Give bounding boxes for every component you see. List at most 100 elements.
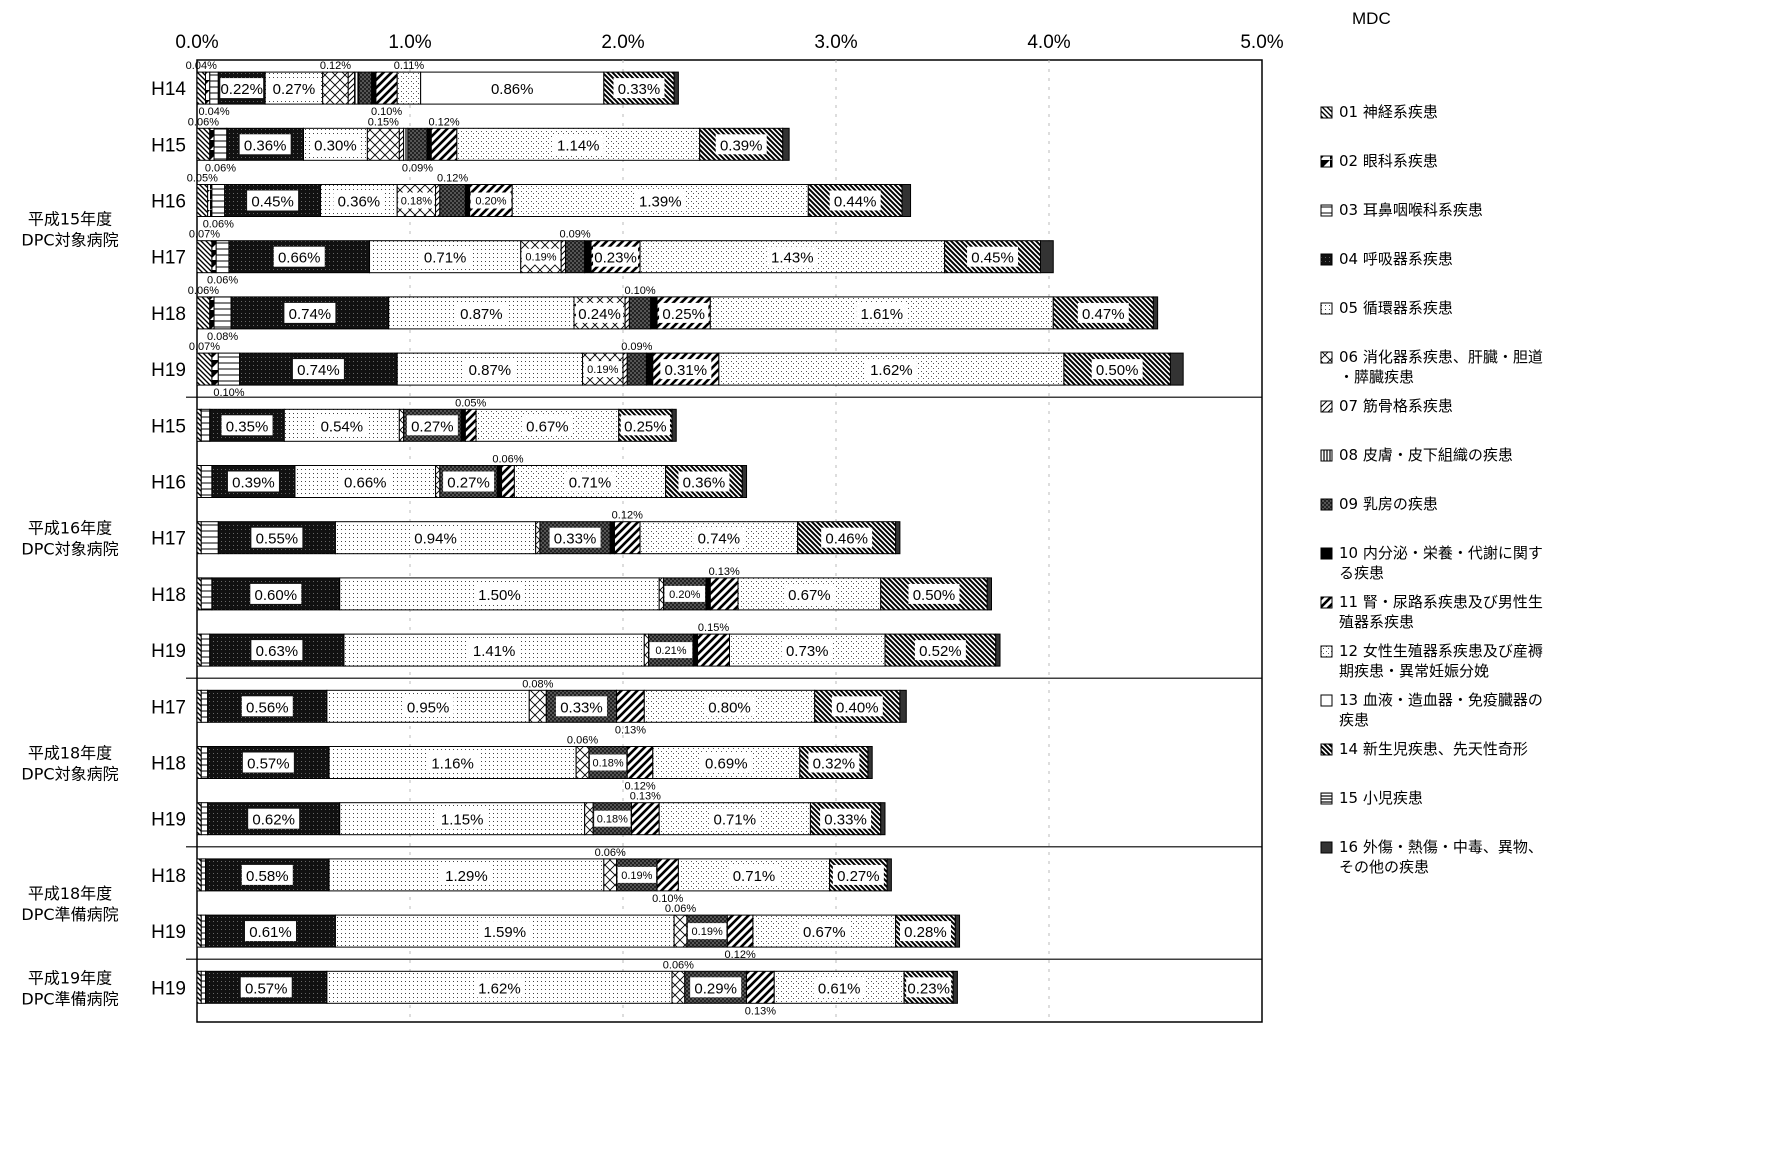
row-label: H19	[151, 641, 186, 662]
segment-label-bg	[899, 921, 951, 942]
legend-swatch	[1320, 253, 1333, 266]
bar-segment-mdc01	[196, 858, 202, 892]
bar-segment-mdc02	[209, 296, 215, 330]
segment-label: 0.50%	[913, 587, 956, 604]
segment-label: 0.54%	[321, 418, 364, 435]
group-label: DPC対象病院	[21, 765, 118, 784]
segment-label: 0.66%	[278, 250, 321, 267]
legend-item-label: 10 内分泌・栄養・代謝に関する疾患	[1339, 544, 1543, 582]
segment-label-bg	[227, 471, 279, 492]
bar-segment-mdc12	[718, 352, 1065, 386]
legend-swatch	[1320, 743, 1333, 756]
segment-label: 0.04%	[186, 60, 217, 72]
segment-label-bg	[728, 864, 780, 885]
segment-label: 0.06%	[665, 903, 696, 915]
segment-label: 0.32%	[813, 756, 856, 773]
segment-label: 0.50%	[1096, 362, 1139, 379]
segment-label-bg	[552, 134, 604, 155]
segment-label: 0.20%	[475, 196, 506, 208]
bar-segment-mdc06	[673, 914, 688, 948]
bar-segment-mdc16	[880, 802, 886, 836]
segment-label-bg	[470, 192, 512, 209]
legend-item-label: 06 消化器系疾患、肝臓・胆道・膵臓疾患	[1339, 348, 1543, 386]
segment-label-bg	[783, 583, 835, 604]
segment-label-bg	[856, 302, 908, 323]
bar-segment-mdc01	[196, 465, 202, 498]
legend-swatch	[1320, 792, 1333, 805]
segment-label-bg	[309, 134, 361, 155]
bar-segment-mdc03	[200, 802, 209, 836]
segment-label: 0.52%	[919, 643, 962, 660]
segment-label-bg	[620, 415, 670, 436]
segment-label: 0.08%	[207, 331, 238, 343]
legend-item-label: 11 腎・尿路系疾患及び男性生殖器系疾患	[1339, 593, 1543, 631]
segment-label: 0.71%	[569, 475, 612, 492]
bar-segment-mdc06	[528, 689, 547, 723]
row-label: H17	[151, 529, 186, 550]
segment-label-bg	[766, 246, 818, 267]
segment-label: 0.58%	[246, 868, 289, 885]
segment-label: 0.06%	[207, 275, 238, 287]
segment-label: 1.15%	[441, 812, 484, 829]
segment-label: 0.56%	[246, 699, 289, 716]
segment-label-bg	[241, 696, 293, 717]
segment-label-bg	[967, 246, 1019, 267]
segment-label: 0.12%	[725, 949, 756, 961]
segment-label-bg	[908, 583, 960, 604]
bar-segment-mdc12	[677, 858, 831, 892]
bar-segment-mdc12	[456, 127, 701, 161]
segment-label-bg	[427, 752, 479, 773]
segment-label: 0.18%	[592, 758, 623, 770]
bar-segment-mdc09	[439, 184, 466, 217]
row-label: H19	[151, 360, 186, 381]
bar-segment-mdc10	[692, 633, 699, 667]
segment-label-bg	[220, 78, 264, 99]
row-label: H18	[151, 866, 186, 887]
segment-label-bg	[865, 359, 917, 380]
segment-label: 0.12%	[428, 116, 459, 128]
row-label: H15	[151, 135, 186, 156]
segment-label-bg	[521, 248, 561, 265]
legend-item-label: 01 神経系疾患	[1339, 103, 1438, 121]
segment-label: 0.09%	[559, 229, 590, 241]
bar-segment-mdc10	[464, 184, 471, 217]
bar-segment-mdc11	[631, 802, 660, 836]
segment-label: 0.40%	[836, 699, 879, 716]
bar-segment-mdc06	[398, 408, 405, 442]
segment-label: 0.47%	[1082, 306, 1125, 323]
row-label: H17	[151, 697, 186, 718]
segment-label-bg	[443, 471, 495, 492]
bar-segment-mdc09	[628, 296, 652, 330]
x-tick-label: 2.0%	[601, 32, 644, 53]
bar-segment-mdc16	[986, 577, 992, 611]
segment-label: 0.08%	[522, 678, 553, 690]
segment-label: 1.62%	[478, 980, 521, 997]
bar-segment-mdc01	[196, 802, 202, 836]
segment-label: 0.71%	[424, 250, 467, 267]
row-label: H19	[151, 922, 186, 943]
bar-segment-mdc01	[196, 408, 202, 442]
bar-segment-mdc11	[430, 127, 458, 161]
segment-label: 0.74%	[698, 531, 741, 548]
legend-item-label: 08 皮膚・皮下組織の疾患	[1339, 446, 1513, 464]
segment-label-bg	[593, 246, 639, 267]
segment-label-bg	[617, 866, 657, 883]
bar-segment-mdc03	[213, 296, 232, 330]
segment-label: 0.12%	[612, 510, 643, 522]
bar-segment-mdc03	[209, 71, 219, 105]
bar-segment-mdc11	[464, 408, 477, 442]
bar-segment-mdc06	[366, 127, 400, 161]
segment-label: 0.44%	[834, 194, 877, 211]
segment-label-bg	[555, 696, 607, 717]
bar-segment-mdc03	[200, 465, 213, 498]
bar-segment-mdc03	[200, 689, 209, 723]
bar-segment-mdc03	[200, 914, 207, 948]
segment-label: 1.16%	[431, 756, 474, 773]
segment-label-bg	[704, 696, 755, 717]
bar-segment-mdc06	[435, 465, 441, 498]
segment-label: 0.35%	[226, 418, 269, 435]
bar-segment-mdc01	[196, 71, 207, 105]
legend-item-label: 14 新生児疾患、先天性奇形	[1339, 740, 1528, 758]
bar-segment-mdc12	[396, 71, 422, 105]
